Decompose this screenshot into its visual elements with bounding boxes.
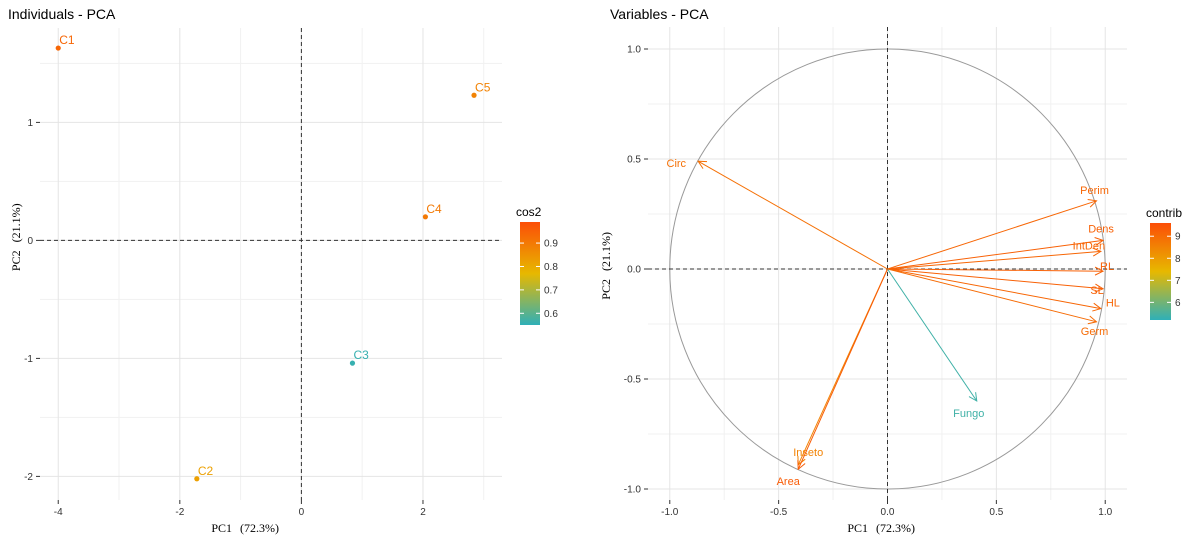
cos2-legend-title: cos2 [516,205,542,219]
point-label-c1: C1 [59,33,75,47]
point-label-c2: C2 [198,464,214,478]
contrib-legend-colorbar [1150,223,1171,320]
point-label-c3: C3 [353,348,369,362]
y-tick-label: 1.0 [627,45,641,56]
x-tick-label: -1.0 [661,507,679,518]
data-point-c3 [349,360,356,366]
contrib-legend-tick-label: 9 [1175,232,1181,243]
y-tick-label: -0.5 [624,375,642,386]
variable-arrow-circ [698,161,888,270]
x-tick-label: 0.5 [989,507,1003,518]
variable-label-inseto: Inseto [793,447,823,459]
x-tick-label: -0.5 [770,507,788,518]
y-axis-label-group: PC2 (21.1%) [600,232,613,300]
data-point-c5 [471,92,477,98]
y-tick-label: -1 [24,354,33,365]
chart-title: Individuals - PCA [8,6,116,22]
x-tick-label: 2 [420,507,426,518]
variable-arrow-area [798,268,888,469]
contrib-legend-tick-label: 7 [1175,276,1181,287]
x-tick-label: -2 [175,507,184,518]
x-axis-percent: (72.3%) [240,521,279,535]
y-axis-percent: (21.1%) [9,203,23,242]
y-tick-label: -2 [24,472,33,483]
variable-arrow-intden [887,251,1101,270]
cos2-legend-tick-label: 0.8 [544,262,558,273]
y-axis-percent: (21.1%) [600,232,613,271]
x-tick-label: 0 [299,507,305,518]
contrib-legend-title: contrib [1146,206,1182,220]
data-point-c1 [55,45,61,51]
variable-label-circ: Circ [667,158,687,170]
variable-label-fungo: Fungo [953,408,984,420]
y-axis-label-group: PC2 (21.1%) [9,203,23,271]
y-tick-label: 0.0 [627,265,641,276]
variable-arrow-rl [887,269,1104,271]
x-tick-label: -4 [54,507,63,518]
variable-label-rl: RL [1100,261,1114,273]
y-axis-label: PC2 [9,250,23,271]
variables-pca-chart: -1.0 -0.5 0.0 0.5 1.0 -1.0 -0.5 0.0 0.5 1.0 Variab… [600,6,1182,535]
variable-arrow-dens [887,240,1104,270]
chart-title: Variables - PCA [610,6,709,22]
x-axis-percent: (72.3%) [876,521,915,535]
x-axis-label: PC1 [211,521,232,535]
contrib-legend-tick-label: 8 [1175,254,1181,265]
y-axis-label: PC2 [600,279,613,300]
point-label-c5: C5 [475,80,491,94]
x-tick-label: 1.0 [1098,507,1112,518]
y-tick-label: -1.0 [624,485,642,496]
variable-arrow-germ [887,268,1097,322]
cos2-legend-tick-label: 0.7 [544,285,558,296]
variable-label-perim: Perim [1080,185,1109,197]
cos2-legend-colorbar [520,222,540,325]
variable-arrow-sl [887,268,1104,289]
contrib-legend-tick-label: 6 [1175,298,1181,309]
variable-label-intden: IntDen [1073,240,1105,252]
y-tick-label: 0.5 [627,155,641,166]
x-axis-label: PC1 [847,521,868,535]
x-tick-label: 0.0 [881,507,895,518]
data-point-c4 [422,214,429,220]
point-label-c4: C4 [426,202,442,216]
variable-label-germ: Germ [1081,326,1109,338]
variable-label-area: Area [777,476,801,488]
individuals-pca-chart: -4 -2 0 2 -2 -1 0 1 Individuals - PCA PC1 (72.3%) P… [8,6,558,535]
variable-arrow-hl [887,268,1101,309]
cos2-legend-tick-label: 0.6 [544,309,558,320]
variable-label-sl: SL [1090,285,1103,297]
variable-arrow-perim [887,201,1097,270]
variable-arrow-fungo [887,268,977,401]
y-tick-label: 1 [27,118,33,129]
variable-label-dens: Dens [1088,223,1114,235]
data-point-c2 [194,476,200,482]
y-tick-label: 0 [27,236,33,247]
variable-label-hl: HL [1106,298,1120,310]
cos2-legend-tick-label: 0.9 [544,239,558,250]
